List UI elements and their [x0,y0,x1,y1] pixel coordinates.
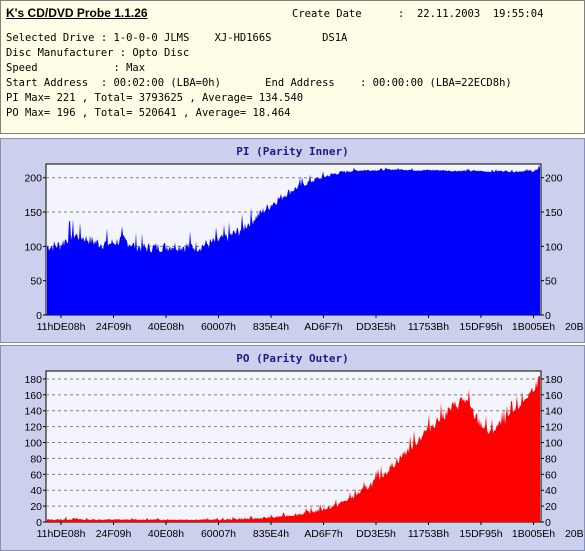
address-line: Start Address : 00:02:00 (LBA=0h) End Ad… [6,77,512,89]
po-y-tick-label-right: 80 [545,453,557,465]
po-y-tick-label-left: 140 [24,406,42,418]
po-x-tick-label: 835E4h [253,528,289,540]
po-y-tick-label-right: 60 [545,469,557,481]
pi-y-tick-label-right: 200 [545,173,563,185]
pi-x-tick-label: 40E08h [148,321,184,333]
pi-y-tick-label-right: 50 [545,276,557,288]
pi-x-tick-label: 15DF95h [459,321,502,333]
create-date-value: : 22.11.2003 19:55:04 [398,8,544,20]
pi-x-tick-label: 20B696h [565,321,584,333]
disc-info-panel: K's CD/DVD Probe 1.1.26 Create Date : 22… [0,0,585,134]
po-chart-panel: PO (Parity Outer) 0 0 20 20 40 40 60 60 80 80 100 1… [0,345,585,551]
po-x-tick-label: 60007h [201,528,236,540]
po-y-tick-label-right: 20 [545,501,557,513]
pi-y-tick-label-right: 100 [545,241,563,253]
po-y-tick-label-left: 160 [24,390,42,402]
pi-y-tick-label-left: 0 [36,310,42,322]
po-y-tick-label-right: 160 [545,390,563,402]
pi-chart-title: PI (Parity Inner) [236,145,349,158]
po-x-tick-label: 11753Bh [408,528,449,540]
pi-series-area [47,165,540,315]
pi-x-tick-label: 60007h [201,321,236,333]
pi-x-tick-label: DD3E5h [356,321,396,333]
pi-x-tick-label: AD6F7h [304,321,343,333]
pi-y-tick-label-left: 50 [30,276,42,288]
create-date-label: Create Date [292,8,362,20]
po-y-tick-label-right: 40 [545,485,557,497]
po-x-tick-label: 1B005Eh [512,528,555,540]
pi-x-tick-label: 11hDE08h [37,321,86,333]
po-chart-title: PO (Parity Outer) [236,352,349,365]
po-x-tick-label: 40E08h [148,528,184,540]
po-x-tick-label: DD3E5h [356,528,396,540]
po-y-tick-label-right: 100 [545,438,563,450]
po-y-tick-label-left: 20 [30,501,42,513]
po-y-tick-label-right: 140 [545,406,563,418]
pi-chart-panel: PI (Parity Inner) 0 0 50 50 100 100 150 150 200 2… [0,138,585,343]
po-x-tick-label: 15DF95h [459,528,502,540]
po-chart: 0 0 20 20 40 40 60 60 80 80 100 100 120 120 140 140 160 1… [24,370,584,540]
po-y-tick-label-left: 40 [30,485,42,497]
pi-summary-line: PI Max= 221 , Total= 3793625 , Average= … [6,92,304,104]
po-x-tick-label: 24F09h [96,528,132,540]
po-series-area [47,375,540,522]
app-title: K's CD/DVD Probe 1.1.26 [6,6,148,20]
selected-drive-line: Selected Drive : 1-0-0-0 JLMS XJ-HD166S … [6,32,348,44]
speed-line: Speed : Max [6,62,146,74]
po-x-tick-label: 20B696h [565,528,584,540]
pi-y-tick-label-left: 200 [24,173,42,185]
po-y-tick-label-left: 120 [24,422,42,434]
disc-manufacturer-line: Disc Manufacturer : Opto Disc [6,47,190,59]
po-y-tick-label-left: 60 [30,469,42,481]
po-y-tick-label-left: 100 [24,438,42,450]
pi-y-tick-label-left: 100 [24,241,42,253]
po-summary-line: PO Max= 196 , Total= 520641 , Average= 1… [6,107,291,119]
pi-x-tick-label: 11753Bh [408,321,449,333]
pi-x-tick-label: 24F09h [96,321,132,333]
po-y-tick-label-right: 0 [545,517,551,529]
po-y-tick-label-right: 180 [545,374,563,386]
po-x-tick-label: 11hDE08h [37,528,86,540]
pi-y-tick-label-right: 150 [545,207,563,219]
pi-y-tick-label-right: 0 [545,310,551,322]
po-y-tick-label-right: 120 [545,422,563,434]
pi-y-tick-label-left: 150 [24,207,42,219]
po-x-tick-label: AD6F7h [304,528,343,540]
po-y-tick-label-left: 80 [30,453,42,465]
po-y-tick-label-left: 0 [36,517,42,529]
pi-chart: 0 0 50 50 100 100 150 150 200 200 11hDE08h 24F09h 40… [24,163,584,333]
po-y-tick-label-left: 180 [24,374,42,386]
pi-x-tick-label: 1B005Eh [512,321,555,333]
pi-x-tick-label: 835E4h [253,321,289,333]
